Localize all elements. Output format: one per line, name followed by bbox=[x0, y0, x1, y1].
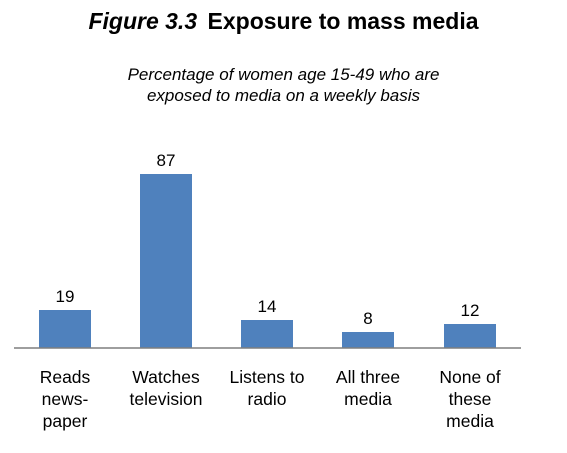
bar-value-label: 12 bbox=[461, 301, 480, 320]
category-label-line: radio bbox=[247, 389, 287, 409]
category-label: Listens to radio bbox=[219, 366, 315, 410]
figure-number: Figure 3.3 bbox=[88, 8, 198, 34]
bar bbox=[241, 320, 293, 348]
bar bbox=[342, 332, 394, 348]
category-label-line: Reads bbox=[39, 367, 91, 387]
category-label-line: news- bbox=[41, 389, 89, 409]
category-label-line: television bbox=[129, 389, 203, 409]
bar bbox=[39, 310, 91, 348]
category-label: All three media bbox=[320, 366, 416, 410]
category-label-line: None of bbox=[439, 367, 501, 387]
figure-name: Exposure to mass media bbox=[207, 8, 479, 34]
subtitle-line-1: Percentage of women age 15-49 who are bbox=[127, 65, 440, 84]
category-label-line: Listens to bbox=[229, 367, 305, 387]
category-label-line: media bbox=[344, 389, 392, 409]
category-label-line: All three bbox=[335, 367, 401, 387]
bar-value-label: 19 bbox=[56, 287, 75, 306]
bars-group bbox=[39, 174, 496, 348]
subtitle-line-2: exposed to media on a weekly basis bbox=[146, 86, 421, 105]
bar-value-label: 87 bbox=[157, 151, 176, 170]
category-label: Reads news-paper bbox=[17, 366, 113, 432]
value-labels-group: 19 87 14 8 12 bbox=[56, 151, 480, 328]
bar-value-label: 14 bbox=[258, 297, 277, 316]
category-label: Watches television bbox=[118, 366, 214, 410]
category-label-line: these bbox=[448, 389, 492, 409]
category-label-line: paper bbox=[42, 411, 88, 431]
figure-title: Figure 3.3 Exposure to mass media bbox=[0, 8, 567, 35]
category-label-line: media bbox=[446, 411, 494, 431]
bar bbox=[444, 324, 496, 348]
category-label-line: Watches bbox=[132, 367, 200, 387]
category-label: None of these media bbox=[422, 366, 518, 432]
bar-value-label: 8 bbox=[363, 309, 372, 328]
bar bbox=[140, 174, 192, 348]
chart-subtitle: Percentage of women age 15-49 who are ex… bbox=[0, 64, 567, 106]
